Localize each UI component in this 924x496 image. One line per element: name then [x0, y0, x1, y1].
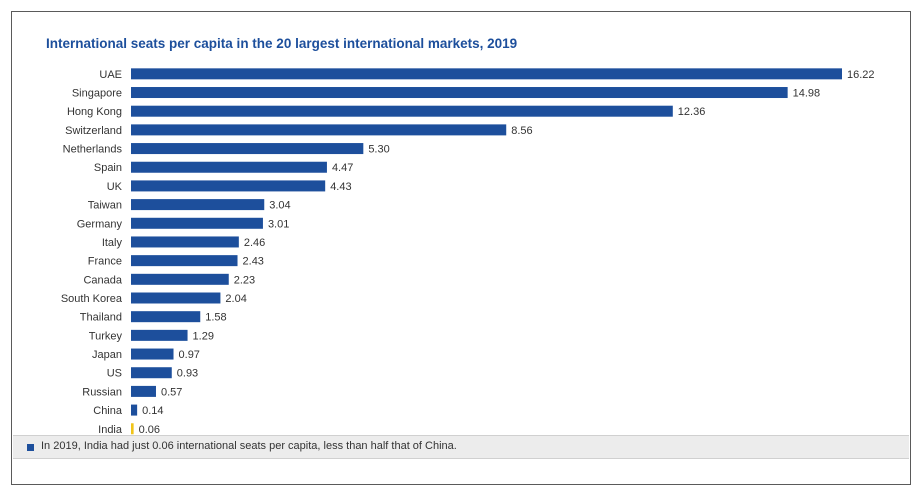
value-label: 3.04 [269, 200, 290, 212]
category-label: Thailand [80, 312, 122, 324]
bar [131, 292, 221, 304]
value-label: 2.23 [234, 274, 255, 286]
bar [131, 385, 156, 397]
category-label: South Korea [61, 293, 123, 305]
bar [131, 143, 364, 155]
bar [131, 423, 134, 435]
value-label: 4.47 [332, 162, 353, 174]
value-label: 8.56 [511, 125, 532, 137]
bar [131, 329, 188, 341]
category-label: Spain [94, 162, 122, 174]
value-label: 0.57 [161, 386, 182, 398]
bar [131, 68, 842, 80]
bar [131, 199, 265, 211]
value-label: 0.97 [179, 349, 200, 361]
category-label: Taiwan [88, 200, 122, 212]
category-label: US [107, 368, 122, 380]
value-label: 3.01 [268, 218, 289, 230]
bar-chart: UAE 16.22 Singapore 14.98 Hong Kong 12.36 Swit… [61, 68, 875, 435]
category-label: China [93, 405, 123, 417]
category-label: Canada [83, 274, 122, 286]
category-label: Germany [77, 218, 123, 230]
bar [131, 124, 507, 136]
bar [131, 180, 326, 192]
category-label: Netherlands [63, 144, 123, 156]
category-label: Japan [92, 349, 122, 361]
category-label: Switzerland [65, 125, 122, 137]
category-label: Russian [82, 386, 122, 398]
category-label: India [98, 424, 123, 435]
bar [131, 236, 239, 248]
bar [131, 87, 788, 99]
value-label: 4.43 [330, 181, 351, 193]
value-label: 2.46 [244, 237, 265, 249]
value-label: 0.06 [139, 424, 160, 435]
category-label: UAE [99, 69, 122, 81]
bar [131, 217, 263, 229]
value-label: 0.93 [177, 368, 198, 380]
category-label: Turkey [89, 330, 123, 342]
category-label: UK [107, 181, 123, 193]
value-label: 1.58 [205, 312, 226, 324]
category-label: Italy [102, 237, 123, 249]
bar [131, 311, 201, 323]
value-label: 0.14 [142, 405, 163, 417]
bar [131, 367, 172, 379]
footer-note: In 2019, India had just 0.06 internation… [13, 435, 909, 459]
bar [131, 273, 229, 285]
bar [131, 255, 238, 267]
bar [131, 161, 327, 173]
bar [131, 404, 138, 416]
value-label: 14.98 [793, 88, 821, 100]
footer-text: In 2019, India had just 0.06 internation… [41, 440, 457, 452]
value-label: 12.36 [678, 106, 706, 118]
value-label: 2.04 [225, 293, 246, 305]
bar [131, 105, 673, 117]
value-label: 5.30 [368, 144, 389, 156]
bar [131, 348, 174, 360]
category-label: France [88, 256, 122, 268]
value-label: 2.43 [243, 256, 264, 268]
chart-title: International seats per capita in the 20… [46, 36, 518, 51]
bullet-icon [27, 444, 34, 451]
value-label: 1.29 [193, 330, 214, 342]
value-label: 16.22 [847, 69, 875, 81]
category-label: Singapore [72, 88, 122, 100]
category-label: Hong Kong [67, 106, 122, 118]
